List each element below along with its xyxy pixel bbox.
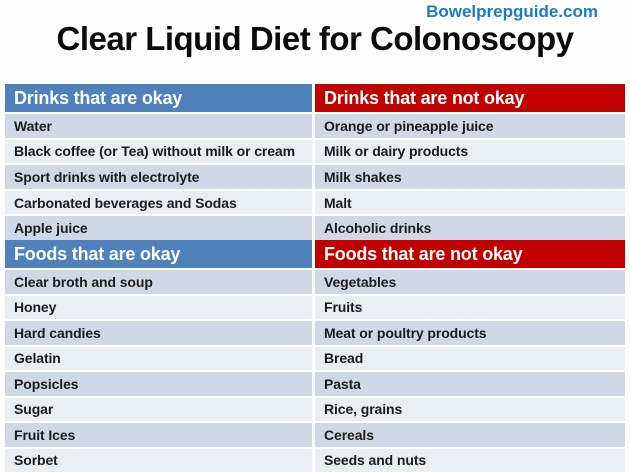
drinks-rows: Water Orange or pineapple juice Black co… (5, 112, 625, 240)
not-okay-cell: Meat or poultry products (315, 321, 625, 345)
okay-cell: Black coffee (or Tea) without milk or cr… (5, 139, 312, 164)
table-row: Apple juice Alcoholic drinks (5, 214, 625, 240)
not-okay-cell: Fruits (315, 295, 625, 319)
okay-cell: Carbonated beverages and Sodas (5, 190, 312, 215)
diet-table: Drinks that are okay Drinks that are not… (5, 84, 625, 472)
okay-cell: Sport drinks with electrolyte (5, 165, 312, 189)
foods-header-row: Foods that are okay Foods that are not o… (5, 240, 625, 268)
not-okay-cell: Pasta (315, 372, 625, 396)
okay-cell: Clear broth and soup (5, 270, 312, 294)
drinks-okay-header: Drinks that are okay (5, 84, 312, 112)
okay-cell: Water (5, 114, 312, 138)
not-okay-cell: Alcoholic drinks (315, 216, 625, 240)
okay-cell: Sorbet (5, 448, 312, 472)
not-okay-cell: Bread (315, 346, 625, 370)
foods-not-okay-header: Foods that are not okay (315, 240, 625, 268)
table-row: Popsicles Pasta (5, 370, 625, 396)
table-row: Sugar Rice, grains (5, 395, 625, 421)
not-okay-cell: Vegetables (315, 270, 625, 294)
not-okay-cell: Rice, grains (315, 397, 625, 421)
table-row: Hard candies Meat or poultry products (5, 319, 625, 345)
foods-rows: Clear broth and soup Vegetables Honey Fr… (5, 268, 625, 472)
table-row: Sorbet Seeds and nuts (5, 446, 625, 472)
not-okay-cell: Malt (315, 190, 625, 215)
okay-cell: Hard candies (5, 321, 312, 345)
okay-cell: Honey (5, 295, 312, 319)
table-row: Carbonated beverages and Sodas Malt (5, 188, 625, 215)
not-okay-cell: Milk shakes (315, 165, 625, 189)
okay-cell: Sugar (5, 397, 312, 421)
page-title: Clear Liquid Diet for Colonoscopy (56, 20, 574, 57)
okay-cell: Popsicles (5, 372, 312, 396)
drinks-not-okay-header: Drinks that are not okay (315, 84, 625, 112)
table-row: Fruit Ices Cereals (5, 421, 625, 447)
not-okay-cell: Orange or pineapple juice (315, 114, 625, 138)
table-row: Sport drinks with electrolyte Milk shake… (5, 163, 625, 189)
okay-cell: Apple juice (5, 216, 312, 240)
table-row: Clear broth and soup Vegetables (5, 268, 625, 294)
table-row: Water Orange or pineapple juice (5, 112, 625, 138)
table-row: Black coffee (or Tea) without milk or cr… (5, 137, 625, 164)
table-row: Gelatin Bread (5, 344, 625, 370)
site-url: Bowelprepguide.com (426, 2, 598, 21)
not-okay-cell: Milk or dairy products (315, 139, 625, 164)
not-okay-cell: Seeds and nuts (315, 448, 625, 472)
okay-cell: Fruit Ices (5, 423, 312, 447)
foods-okay-header: Foods that are okay (5, 240, 312, 268)
okay-cell: Gelatin (5, 346, 312, 370)
table-row: Honey Fruits (5, 293, 625, 319)
drinks-header-row: Drinks that are okay Drinks that are not… (5, 84, 625, 112)
not-okay-cell: Cereals (315, 423, 625, 447)
